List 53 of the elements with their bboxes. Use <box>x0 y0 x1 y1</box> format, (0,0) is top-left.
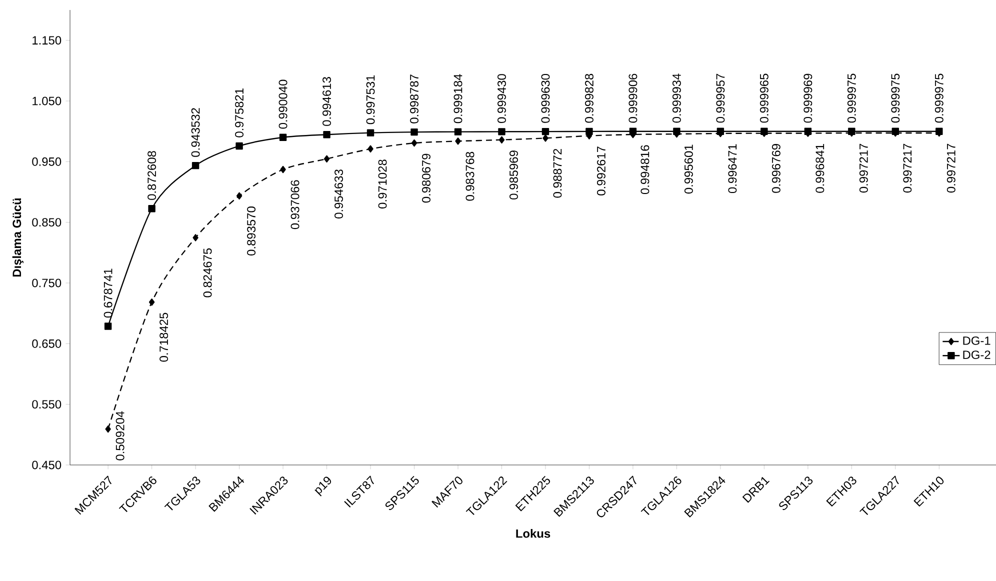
data-label: 0.943532 <box>191 108 200 157</box>
data-label: 0.998787 <box>410 74 418 124</box>
data-label: 0.997217 <box>859 144 868 193</box>
y-tick-label: 0.650 <box>32 339 62 348</box>
x-axis-title: Lokus <box>516 529 550 538</box>
data-label: 0.509204 <box>116 411 124 460</box>
legend-label: DG-2 <box>963 350 990 360</box>
y-tick-label: 1.050 <box>32 96 62 106</box>
data-label: 0.678741 <box>104 268 112 318</box>
data-label: 0.824675 <box>203 248 212 298</box>
data-label: 0.999957 <box>716 74 725 123</box>
data-label: 0.999828 <box>584 74 594 123</box>
data-label: 0.996769 <box>772 144 780 193</box>
data-label: 0.999430 <box>498 74 506 123</box>
data-label: 0.937066 <box>290 180 300 230</box>
data-label: 0.999975 <box>847 74 856 123</box>
y-tick-label: 0.450 <box>32 460 62 470</box>
data-label: 0.983768 <box>466 152 474 201</box>
data-label: 0.997217 <box>903 144 912 193</box>
y-tick-label: 0.950 <box>32 157 62 166</box>
data-label: 0.996471 <box>728 144 737 194</box>
data-label: 0.971028 <box>378 160 387 208</box>
legend-label: DG-1 <box>963 336 990 345</box>
y-tick-label: 0.750 <box>32 278 62 288</box>
data-label: 0.975821 <box>235 88 244 138</box>
data-label: 0.999975 <box>934 74 944 123</box>
data-label: 0.954633 <box>334 170 343 218</box>
data-label: 0.988772 <box>553 148 562 198</box>
data-label: 0.999975 <box>891 74 900 123</box>
data-label: 0.999630 <box>541 74 550 123</box>
data-label: 0.996841 <box>816 144 824 193</box>
y-tick-label: 0.850 <box>32 218 62 227</box>
y-tick-label: 1.150 <box>32 36 62 45</box>
x-tick-label: p19 <box>314 476 332 496</box>
data-label: 0.985969 <box>510 150 518 200</box>
y-axis-title: Dışlama Gücü <box>12 198 24 277</box>
data-label: 0.997531 <box>366 75 375 124</box>
data-label: 0.893570 <box>247 206 256 256</box>
data-label: 0.995601 <box>684 144 693 194</box>
data-label: 0.999906 <box>628 74 638 123</box>
data-label: 0.872608 <box>148 151 156 200</box>
data-label: 0.990040 <box>278 80 288 129</box>
data-label: 0.999934 <box>672 74 681 123</box>
data-label: 0.994613 <box>322 77 331 126</box>
y-tick-label: 0.550 <box>32 400 62 409</box>
data-label: 0.999969 <box>804 74 812 123</box>
data-label: 0.994816 <box>640 145 650 194</box>
data-label: 0.999184 <box>454 74 462 124</box>
data-label: 0.980679 <box>422 154 430 203</box>
data-label: 0.999965 <box>760 74 768 123</box>
data-label: 0.997217 <box>946 144 956 193</box>
data-label: 0.718425 <box>160 312 168 362</box>
data-label: 0.992617 <box>596 146 606 196</box>
